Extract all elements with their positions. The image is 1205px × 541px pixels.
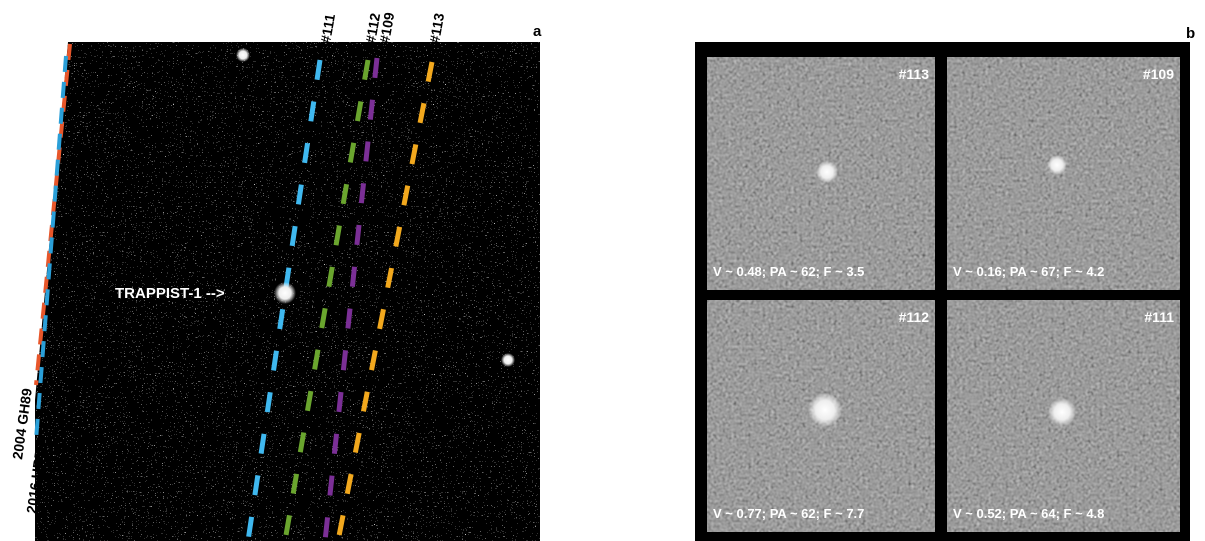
cutout-noise bbox=[947, 57, 1180, 290]
cutout-caption: V ~ 0.52; PA ~ 64; F ~ 4.8 bbox=[953, 506, 1104, 521]
star bbox=[236, 48, 250, 62]
cutout-id: #112 bbox=[899, 309, 930, 325]
track-label: #112 bbox=[362, 12, 383, 45]
cutout-caption: V ~ 0.77; PA ~ 62; F ~ 7.7 bbox=[713, 506, 864, 521]
cutout-caption: V ~ 0.16; PA ~ 67; F ~ 4.2 bbox=[953, 264, 1104, 279]
source bbox=[808, 393, 842, 427]
cutout-id: #113 bbox=[899, 66, 930, 82]
cutouts: #113 V ~ 0.48; PA ~ 62; F ~ 3.5 #109 V ~ 0.… bbox=[707, 57, 1180, 532]
asteroid-tracks bbox=[34, 43, 72, 441]
target-label: TRAPPIST-1 --> bbox=[115, 285, 225, 302]
asteroid-track bbox=[34, 55, 68, 441]
panel-b: b #113 V ~ 0.48; PA ~ 62; F ~ 3.5 #109 V ~ … bbox=[695, 25, 1195, 541]
source bbox=[1047, 155, 1067, 175]
cutout-id: #111 bbox=[1144, 309, 1174, 325]
star bbox=[501, 353, 515, 367]
track-label: #109 bbox=[376, 11, 397, 45]
track-label: #111 bbox=[317, 12, 338, 44]
cutout-id: #109 bbox=[1143, 66, 1174, 82]
cutout-caption: V ~ 0.48; PA ~ 62; F ~ 3.5 bbox=[713, 264, 864, 279]
panel-a: TRAPPIST-1 --> #111 #112 #109 #113 2004 … bbox=[9, 11, 542, 541]
panel-label: b bbox=[1186, 25, 1195, 42]
track-label: #113 bbox=[426, 12, 447, 45]
trappist-1 bbox=[274, 282, 296, 304]
source bbox=[1048, 398, 1076, 426]
panel-label: a bbox=[533, 23, 542, 40]
source bbox=[816, 161, 838, 183]
